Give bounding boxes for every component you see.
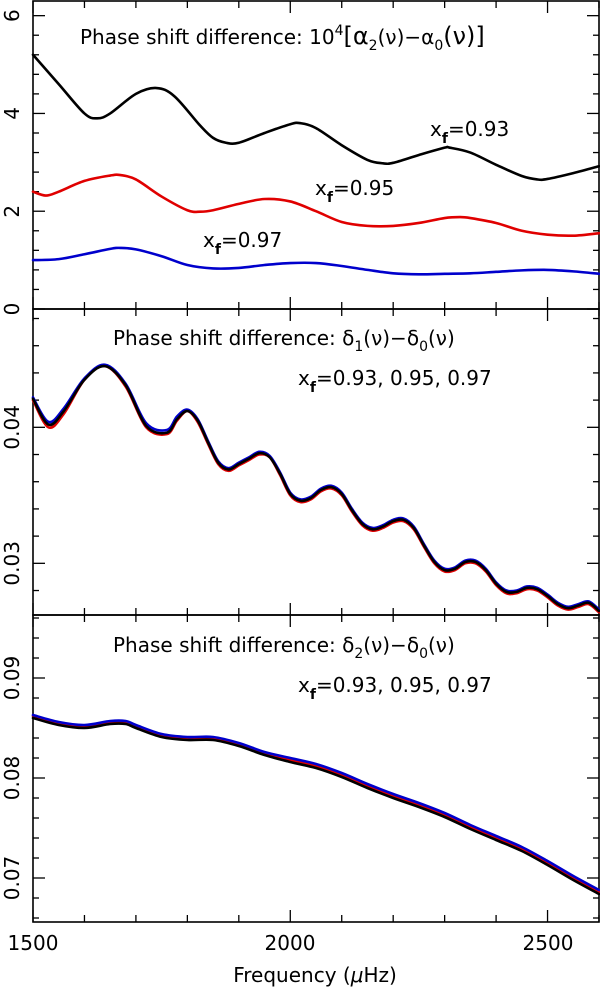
y-tick-label-p1-0: 0 xyxy=(0,303,24,316)
curve-p1-s3 xyxy=(31,246,600,276)
panel-3-title: Phase shift difference: δ2(ν)−δ0(ν) xyxy=(113,633,455,662)
y-tick-label-p3-0.08: 0.08 xyxy=(0,756,24,801)
curves xyxy=(31,53,600,896)
label-xf-097: xf=0.97 xyxy=(203,228,282,258)
axis-ticks xyxy=(32,1,600,922)
panel-3-legend-note: xf=0.93, 0.95, 0.97 xyxy=(298,673,492,703)
y-tick-labels: 0 2 4 6 0.03 0.04 0.07 0.08 0.09 xyxy=(0,9,24,900)
panel-1-title: Phase shift difference: 104[α2(ν)−α0(ν)] xyxy=(80,22,485,54)
curve-p3-s1 xyxy=(31,714,600,894)
label-xf-095: xf=0.95 xyxy=(315,176,394,206)
y-tick-label-p3-0.09: 0.09 xyxy=(0,656,24,701)
curve-p1-s1 xyxy=(31,53,600,182)
curve-p2-s3 xyxy=(31,364,600,613)
panel-3-frame xyxy=(32,614,600,923)
panel-2-legend-note: xf=0.93, 0.95, 0.97 xyxy=(298,366,492,396)
curve-p2-s1 xyxy=(31,364,600,614)
x-axis-label: Frequency (μHz) xyxy=(233,963,397,987)
y-tick-label-p2-0.04: 0.04 xyxy=(0,405,24,450)
x-tick-label-2000: 2000 xyxy=(265,931,316,955)
panel-2-title: Phase shift difference: δ1(ν)−δ0(ν) xyxy=(113,326,455,355)
x-tick-label-2500: 2500 xyxy=(523,931,574,955)
curve-p3-s3 xyxy=(31,716,600,896)
x-tick-label-1500: 1500 xyxy=(8,931,59,955)
y-tick-label-p1-6: 6 xyxy=(0,9,24,22)
label-xf-093: xf=0.93 xyxy=(430,117,509,147)
curve-p1-s2 xyxy=(31,173,600,238)
curve-p2-s2 xyxy=(31,363,600,611)
panel-2-frame xyxy=(32,308,600,616)
curve-p3-s2 xyxy=(31,713,600,892)
y-tick-label-p2-0.03: 0.03 xyxy=(0,541,24,586)
y-tick-label-p3-0.07: 0.07 xyxy=(0,856,24,901)
y-tick-label-p1-4: 4 xyxy=(0,107,24,120)
y-tick-label-p1-2: 2 xyxy=(0,205,24,218)
